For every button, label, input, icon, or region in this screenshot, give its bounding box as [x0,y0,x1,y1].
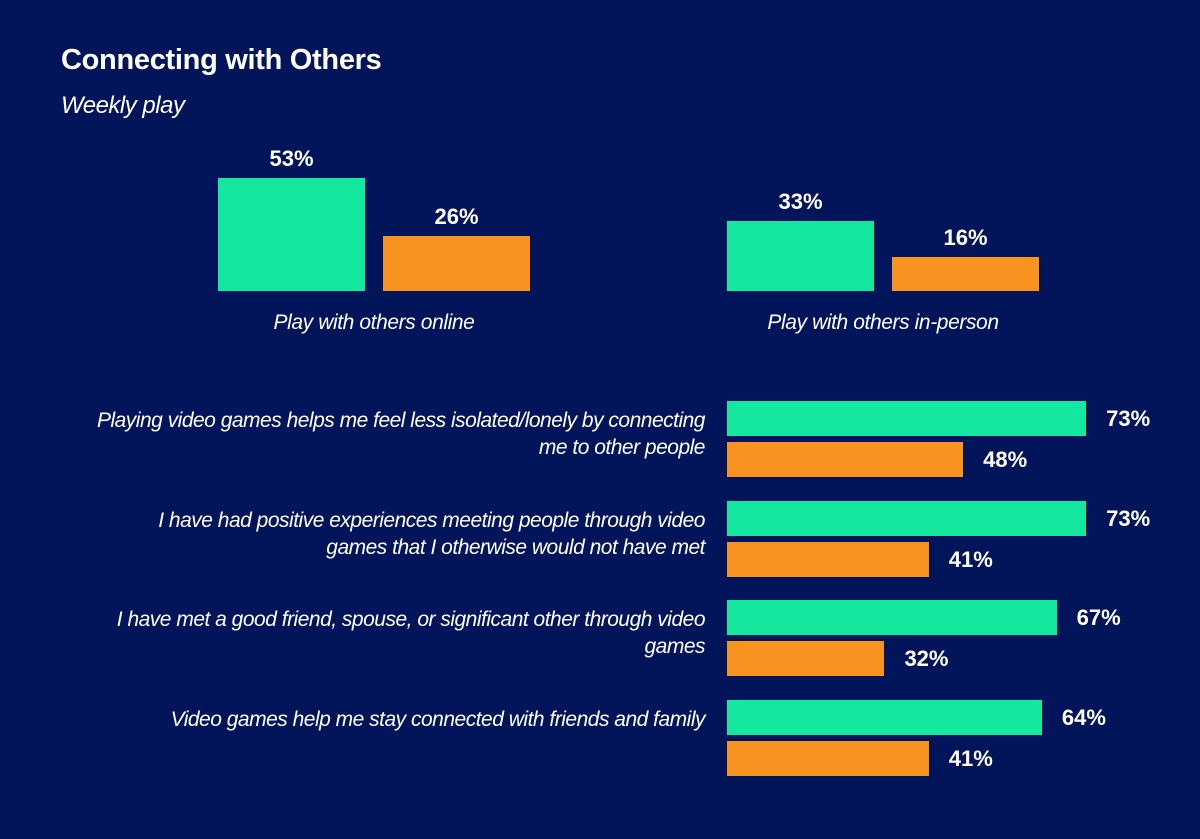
bar [727,741,929,777]
category-label: Video games help me stay connected with … [170,708,706,732]
chart-subtitle: Weekly play [61,92,185,119]
value-label: 67% [1076,605,1121,631]
bar [727,600,1057,636]
value-label: 73% [1106,505,1151,531]
value-label: 41% [948,746,993,772]
value-label: 48% [983,447,1028,472]
value-label: 53% [269,146,314,172]
bar [727,500,1087,536]
bar [727,700,1042,736]
value-label: 32% [904,646,949,672]
category-label: I have met a good friend, spouse, or sig… [116,608,706,659]
category-label: Play with others online [273,311,475,334]
category-label: I have had positive experiences meeting … [158,508,705,559]
bar [727,541,929,577]
bar [727,401,1087,436]
bar [218,178,365,291]
category-label: Play with others in-person [767,311,999,334]
value-label: 16% [943,224,988,250]
value-label: 41% [948,546,993,572]
bar [727,220,874,291]
value-label: 33% [778,188,823,214]
chart-title: Connecting with Others [61,44,382,76]
value-label: 26% [434,203,479,229]
category-label: Playing video games helps me feel less i… [96,409,706,459]
bar [727,641,885,677]
value-label: 73% [1106,406,1151,431]
bar [892,256,1039,291]
bar [727,442,964,477]
value-label: 64% [1061,705,1106,731]
bar [383,235,530,291]
